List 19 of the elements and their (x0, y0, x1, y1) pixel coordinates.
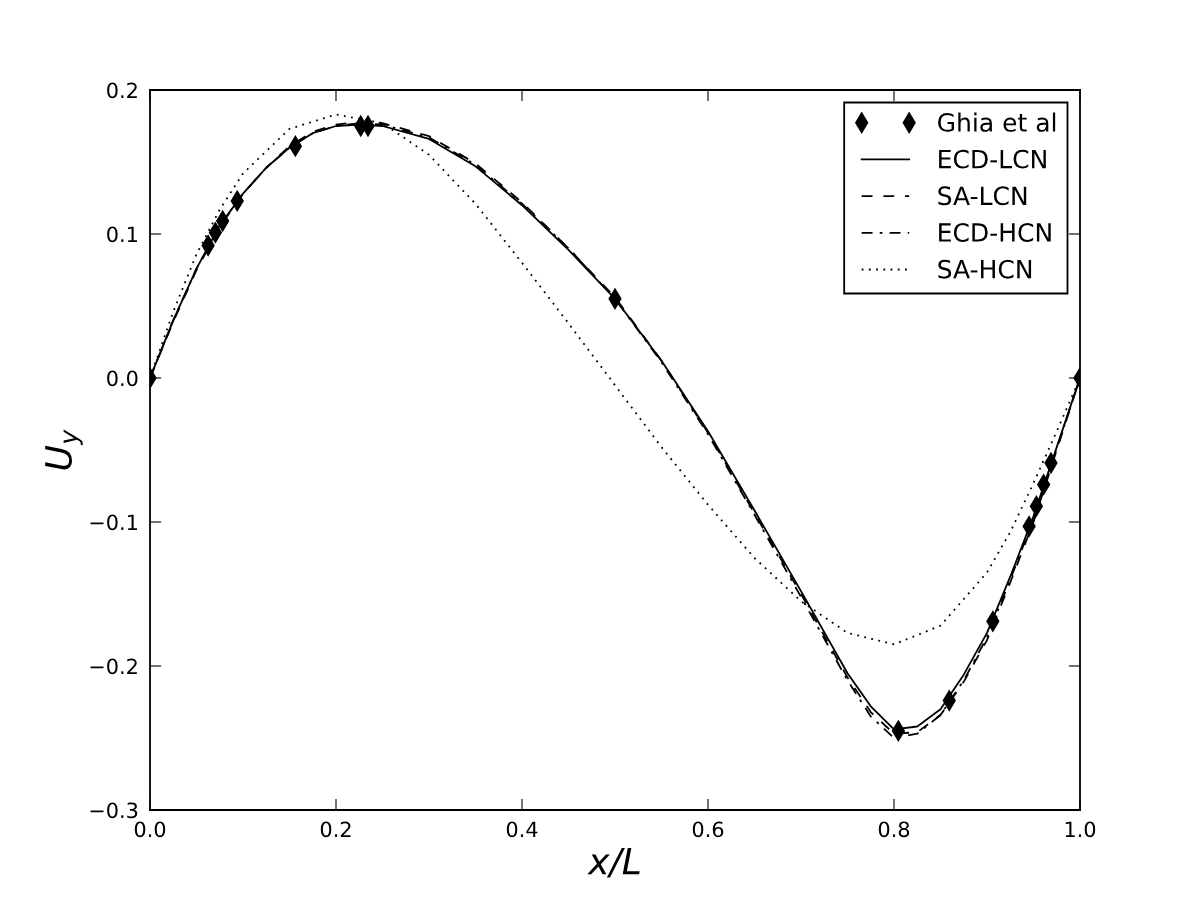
x-tick-label: 0.0 (134, 821, 166, 838)
x-tick-label: 0.4 (506, 821, 538, 838)
x-tick-label: 0.2 (320, 821, 351, 838)
legend-label: SA-LCN (938, 186, 1027, 206)
legend-label: SA-HCN (938, 259, 1032, 279)
x-axis-title: x/L (587, 847, 640, 878)
x-tick-label: 1.0 (1065, 821, 1096, 838)
x-tick-label: 0.8 (878, 821, 910, 838)
y-tick-label: 0.2 (107, 82, 137, 99)
y-tick-label: 0.1 (107, 226, 137, 243)
legend-label: ECD-LCN (939, 149, 1046, 169)
y-axis-title: U$_{y}$ (45, 429, 83, 470)
legend-label: ECD-HCN (939, 223, 1051, 242)
y-tick-label: −0.1 (90, 514, 137, 531)
y-tick-label: 0.0 (107, 370, 138, 387)
legend-label: Ghia et al (938, 112, 1056, 132)
x-tick-label: 0.6 (692, 821, 724, 838)
y-tick-label: −0.2 (90, 658, 137, 675)
y-tick-label: −0.3 (90, 802, 138, 819)
